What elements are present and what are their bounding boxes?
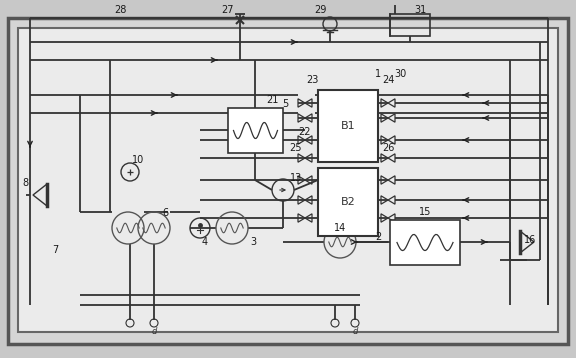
Text: 4: 4 bbox=[202, 237, 208, 247]
Text: 24: 24 bbox=[382, 75, 394, 85]
Text: 25: 25 bbox=[290, 143, 302, 153]
Text: 6: 6 bbox=[162, 208, 168, 218]
Text: 31: 31 bbox=[414, 5, 426, 15]
Text: 30: 30 bbox=[394, 69, 406, 79]
Text: 22: 22 bbox=[299, 127, 311, 137]
Bar bbox=[18, 28, 558, 332]
Text: 14: 14 bbox=[334, 223, 346, 233]
Bar bbox=[390, 220, 460, 265]
Text: 10: 10 bbox=[132, 155, 144, 165]
Text: B1: B1 bbox=[340, 121, 355, 131]
Text: B2: B2 bbox=[340, 197, 355, 207]
Bar bbox=[318, 168, 378, 236]
Text: 8: 8 bbox=[22, 178, 28, 188]
Text: 3: 3 bbox=[250, 237, 256, 247]
Text: 16: 16 bbox=[524, 235, 536, 245]
Text: 27: 27 bbox=[222, 5, 234, 15]
Text: 2: 2 bbox=[375, 232, 381, 242]
Text: 21: 21 bbox=[266, 95, 278, 105]
Bar bbox=[390, 14, 430, 36]
Text: 26: 26 bbox=[382, 143, 394, 153]
Text: 23: 23 bbox=[306, 75, 318, 85]
Bar bbox=[318, 90, 378, 162]
Text: d: d bbox=[353, 327, 358, 336]
Text: 15: 15 bbox=[419, 207, 431, 217]
Text: 28: 28 bbox=[114, 5, 126, 15]
Text: 1: 1 bbox=[375, 69, 381, 79]
Text: 5: 5 bbox=[282, 99, 288, 109]
Text: 13: 13 bbox=[290, 173, 302, 183]
Text: d: d bbox=[151, 327, 157, 336]
Bar bbox=[228, 108, 283, 153]
Text: 29: 29 bbox=[314, 5, 326, 15]
Text: 7: 7 bbox=[52, 245, 58, 255]
